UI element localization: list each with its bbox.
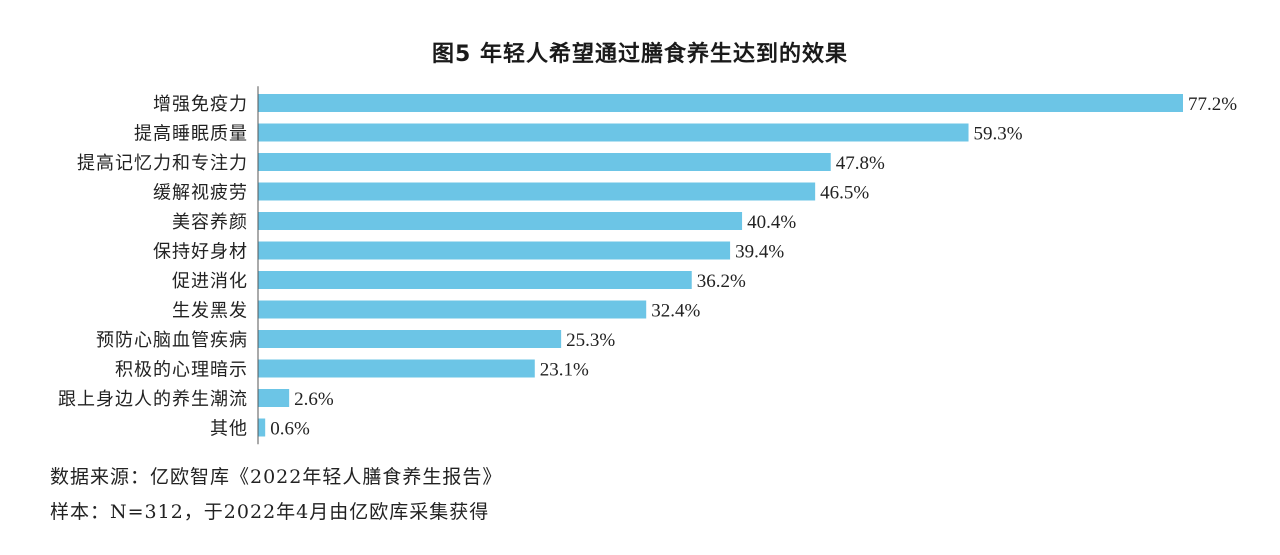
bar-1	[258, 123, 969, 142]
sample-note: 样本：N=312，于2022年4月由亿欧库采集获得	[50, 501, 490, 523]
category-label-11: 其他	[210, 419, 248, 440]
bar-4	[258, 212, 743, 230]
value-label-9: 23.1%	[540, 360, 589, 381]
category-label-2: 提高记忆力和专注力	[77, 153, 248, 174]
bar-2	[258, 153, 831, 171]
category-label-4: 美容养颜	[172, 212, 248, 233]
category-label-1: 提高睡眠质量	[134, 124, 248, 145]
value-label-3: 46.5%	[820, 183, 869, 204]
bars-layer	[258, 94, 1183, 437]
category-label-0: 增强免疫力	[153, 94, 248, 115]
category-label-7: 生发黑发	[172, 301, 248, 322]
category-label-9: 积极的心理暗示	[115, 360, 248, 381]
bar-10	[258, 389, 290, 407]
bar-8	[258, 330, 562, 348]
value-labels-layer: 77.2% 59.3% 47.8% 46.5% 40.4% 39.4% 36.2% 32.4%…	[270, 94, 1237, 440]
category-label-8: 预防心脑血管疾病	[96, 330, 248, 351]
category-label-6: 促进消化	[172, 271, 248, 292]
value-label-8: 25.3%	[566, 330, 615, 351]
value-label-0: 77.2%	[1188, 94, 1237, 115]
value-label-6: 36.2%	[697, 271, 746, 292]
bar-9	[258, 359, 535, 378]
bar-3	[258, 182, 816, 201]
data-source-note: 数据来源：亿欧智库《2022年轻人膳食养生报告》	[50, 466, 503, 488]
value-label-1: 59.3%	[974, 124, 1023, 145]
value-label-11: 0.6%	[270, 419, 310, 440]
value-label-2: 47.8%	[836, 153, 885, 174]
category-label-10: 跟上身边人的养生潮流	[58, 389, 248, 410]
value-label-4: 40.4%	[747, 212, 796, 233]
value-label-7: 32.4%	[651, 301, 700, 322]
bar-6	[258, 271, 692, 289]
category-labels-layer: 增强免疫力提高睡眠质量提高记忆力和专注力缓解视疲劳美容养颜保持好身材促进消化生发…	[58, 94, 248, 440]
category-label-5: 保持好身材	[153, 242, 248, 263]
value-label-5: 39.4%	[735, 242, 784, 263]
bar-11	[258, 418, 266, 437]
category-label-3: 缓解视疲劳	[153, 183, 248, 204]
value-label-10: 2.6%	[294, 389, 334, 410]
bar-7	[258, 300, 647, 319]
bar-0	[258, 94, 1183, 112]
bar-5	[258, 241, 731, 260]
chart-title: 图5 年轻人希望通过膳食养生达到的效果	[432, 42, 848, 67]
